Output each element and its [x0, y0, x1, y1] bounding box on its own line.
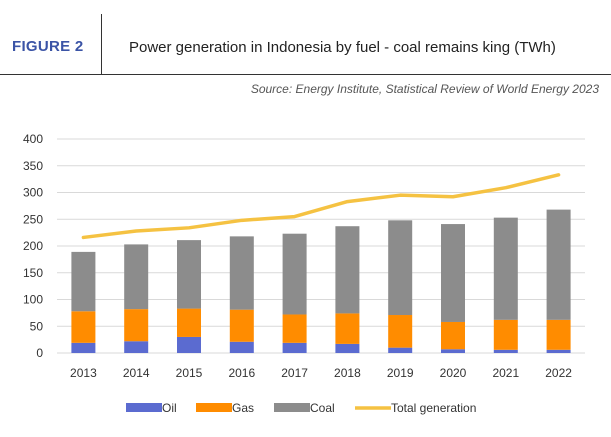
bar-oil-2016	[229, 341, 254, 353]
y-tick-label: 50	[30, 319, 44, 333]
y-axis-ticks: 0 50 100 150 200 250 300 350 400	[23, 132, 43, 360]
y-tick-label: 300	[23, 186, 43, 200]
bar-oil-2020	[441, 349, 465, 353]
legend-swatch-gas	[196, 403, 232, 412]
bar-gas-2019	[388, 315, 413, 348]
bar-coal-2013	[71, 251, 96, 312]
y-tick-label: 100	[23, 293, 43, 307]
bar-coal-2017	[282, 233, 307, 315]
bar-coal-2018	[335, 226, 360, 314]
x-tick-label: 2013	[70, 366, 97, 380]
x-tick-label: 2020	[440, 366, 467, 380]
bar-gas-2015	[177, 308, 201, 337]
bar-coal-2022	[546, 209, 571, 320]
bar-gas-2016	[229, 309, 254, 342]
bar-oil-2022	[546, 349, 571, 353]
x-tick-label: 2017	[281, 366, 308, 380]
x-tick-label: 2016	[228, 366, 255, 380]
bar-coal-2021	[493, 217, 518, 320]
y-tick-label: 0	[36, 346, 43, 360]
line-total-generation	[81, 173, 561, 240]
legend: Oil Gas Coal Total generation	[126, 401, 476, 415]
legend-label: Gas	[232, 401, 254, 415]
bar-gas-2017	[282, 314, 307, 343]
bar-oil-2021	[493, 349, 518, 353]
header-divider-vertical	[101, 14, 102, 74]
source-note: Source: Energy Institute, Statistical Re…	[250, 82, 599, 96]
y-tick-label: 200	[23, 239, 43, 253]
y-tick-label: 250	[23, 212, 43, 226]
legend-swatch-oil	[126, 403, 162, 412]
bar-oil-2014	[124, 341, 149, 353]
figure-label: FIGURE 2	[12, 38, 84, 55]
y-tick-label: 350	[23, 159, 43, 173]
x-tick-label: 2022	[545, 366, 572, 380]
legend-label: Coal	[310, 401, 335, 415]
bar-gas-2014	[124, 309, 149, 342]
figure-header: FIGURE 2 Power generation in Indonesia b…	[0, 0, 611, 75]
bar-oil-2018	[335, 343, 360, 353]
bar-oil-2017	[282, 342, 307, 353]
x-tick-label: 2021	[492, 366, 519, 380]
y-tick-label: 400	[23, 132, 43, 146]
x-tick-label: 2015	[176, 366, 203, 380]
figure-title: Power generation in Indonesia by fuel - …	[129, 39, 556, 56]
bar-gas-2013	[71, 311, 96, 343]
bar-coal-2015	[177, 240, 201, 309]
bar-gas-2018	[335, 313, 360, 344]
legend-swatch-coal	[274, 403, 310, 412]
x-tick-label: 2018	[334, 366, 361, 380]
bar-oil-2019	[388, 347, 413, 353]
bar-coal-2020	[441, 224, 465, 322]
legend-label: Oil	[162, 401, 177, 415]
bar-coal-2014	[124, 244, 149, 310]
bar-oil-2015	[177, 336, 201, 353]
bar-gas-2022	[546, 319, 571, 350]
total-line	[81, 173, 561, 240]
x-tick-label: 2019	[387, 366, 414, 380]
bar-coal-2016	[229, 236, 254, 310]
y-tick-label: 150	[23, 266, 43, 280]
x-tick-label: 2014	[123, 366, 150, 380]
bar-coal-2019	[388, 220, 413, 316]
bar-oil-2013	[71, 342, 96, 353]
bar-gas-2021	[493, 319, 518, 350]
bars	[71, 209, 571, 353]
x-axis-ticks: 2013 2014 2015 2016 2017 2018 2019 2020 2021 2022	[70, 366, 572, 380]
header-divider-horizontal	[0, 74, 611, 75]
legend-label: Total generation	[391, 401, 476, 415]
bar-gas-2020	[441, 321, 465, 350]
